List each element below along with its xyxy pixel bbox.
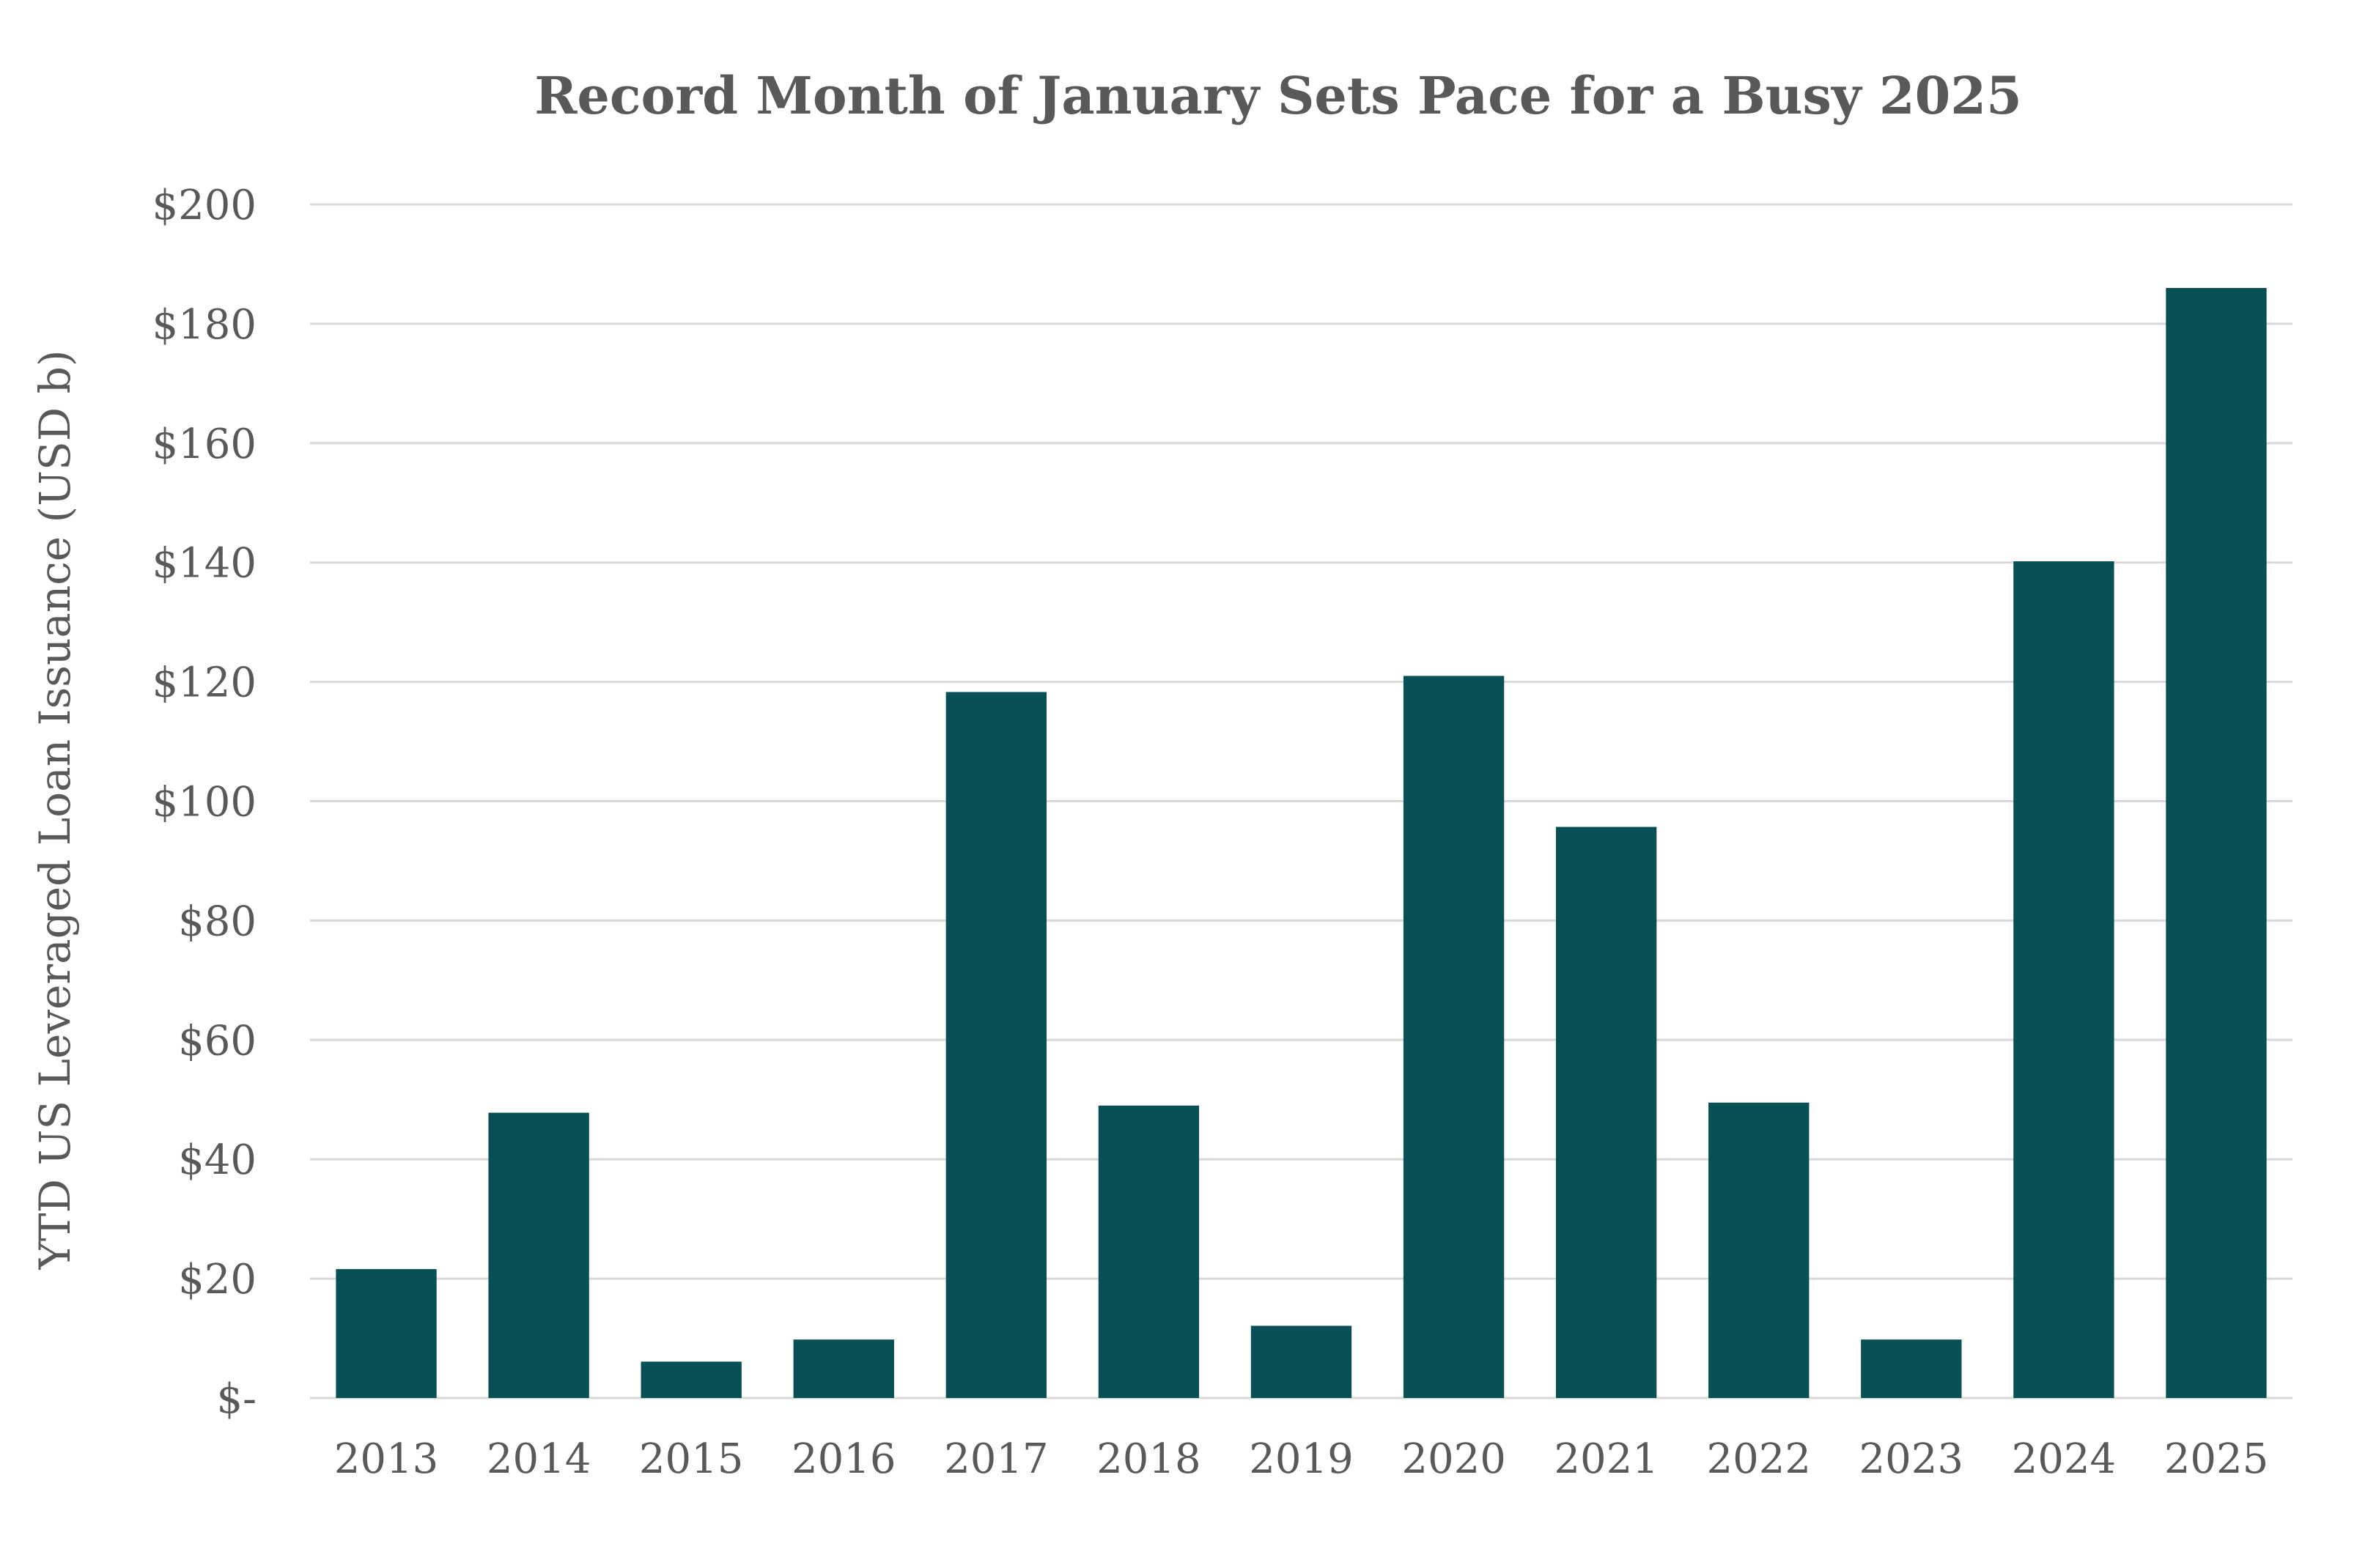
bar-2014 [488,1112,589,1398]
bars [336,288,2267,1398]
y-tick-label: $200 [152,182,257,229]
x-tick-label-2023: 2023 [1859,1435,1964,1483]
bar-2013 [336,1269,437,1398]
bar-2023 [1861,1339,1962,1398]
bar-2017 [945,692,1047,1398]
y-tick-label: $180 [152,301,257,349]
y-axis-ticks: $- $20 $40 $60 $80 $100 $120 $140 $160 $180 $200 [152,182,257,1423]
gridlines [310,203,2293,1399]
x-tick-label-2017: 2017 [944,1435,1049,1483]
bar-2018 [1098,1105,1200,1398]
x-tick-label-2021: 2021 [1554,1435,1659,1483]
x-tick-label-2022: 2022 [1706,1435,1811,1483]
y-tick-label: $140 [152,540,257,588]
y-tick-label: $20 [178,1256,257,1303]
y-tick-label: $120 [152,659,257,707]
x-tick-label-2019: 2019 [1249,1435,1354,1483]
x-tick-label-2018: 2018 [1096,1435,1201,1483]
x-tick-label-2014: 2014 [487,1435,591,1483]
x-tick-label-2020: 2020 [1401,1435,1506,1483]
y-tick-label: $- [216,1375,257,1423]
bar-2016 [793,1339,894,1398]
y-tick-label: $100 [152,779,257,826]
chart-title: Record Month of January Sets Pace for a … [534,65,2022,126]
x-tick-label-2024: 2024 [2012,1435,2117,1483]
y-tick-label: $80 [178,898,257,945]
x-tick-label-2016: 2016 [792,1435,896,1483]
y-tick-label: $60 [178,1017,257,1065]
bar-2021 [1555,826,1657,1398]
bar-2019 [1250,1325,1352,1398]
x-axis-ticks: 2013 2014 2015 2016 2017 2018 2019 2020 2021 2022… [334,1435,2268,1483]
y-tick-label: $40 [178,1136,257,1184]
bar-2025 [2166,288,2267,1398]
x-tick-label-2015: 2015 [639,1435,744,1483]
y-tick-label: $160 [152,421,257,468]
bar-2024 [2013,561,2114,1398]
x-tick-label-2013: 2013 [334,1435,439,1483]
bar-2015 [641,1361,742,1398]
bar-2020 [1403,676,1505,1398]
x-tick-label-2025: 2025 [2164,1435,2269,1483]
bar-2022 [1708,1102,1810,1398]
y-axis-label: YTD US Leveraged Loan Issuance (USD b) [30,350,80,1271]
